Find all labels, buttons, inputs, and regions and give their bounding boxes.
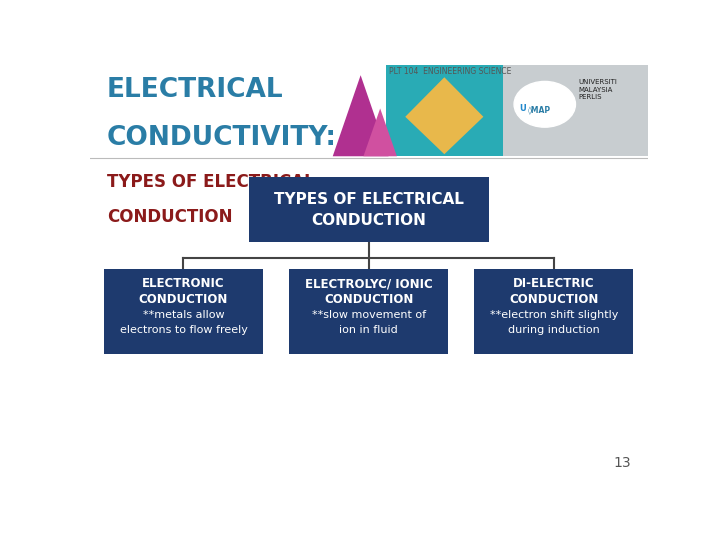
Text: ion in fluid: ion in fluid <box>339 325 398 335</box>
Circle shape <box>514 82 575 127</box>
Text: electrons to flow freely: electrons to flow freely <box>120 325 248 335</box>
FancyBboxPatch shape <box>104 268 263 354</box>
FancyBboxPatch shape <box>289 268 449 354</box>
Text: **electron shift slightly: **electron shift slightly <box>490 310 618 320</box>
FancyBboxPatch shape <box>386 65 503 156</box>
Text: ◊MAP: ◊MAP <box>528 105 551 114</box>
Text: U: U <box>520 104 526 113</box>
Text: ELECTROLYC/ IONIC: ELECTROLYC/ IONIC <box>305 278 433 291</box>
Polygon shape <box>405 77 483 154</box>
Polygon shape <box>364 109 397 156</box>
FancyBboxPatch shape <box>249 177 489 241</box>
Text: CONDUCTION: CONDUCTION <box>139 293 228 306</box>
Text: ELECTRICAL: ELECTRICAL <box>107 77 284 103</box>
Text: 13: 13 <box>613 456 631 470</box>
Text: TYPES OF ELECTRICAL: TYPES OF ELECTRICAL <box>274 192 464 207</box>
Text: CONDUCTION: CONDUCTION <box>509 293 598 306</box>
FancyBboxPatch shape <box>474 268 634 354</box>
Text: TYPES OF ELECTRICAL: TYPES OF ELECTRICAL <box>107 173 315 191</box>
Text: **slow movement of: **slow movement of <box>312 310 426 320</box>
Text: CONDUCTION: CONDUCTION <box>324 293 413 306</box>
Text: UNIVERSITI
MALAYSIA
PERLIS: UNIVERSITI MALAYSIA PERLIS <box>578 79 617 100</box>
Text: during induction: during induction <box>508 325 600 335</box>
Text: PLT 104  ENGINEERING SCIENCE: PLT 104 ENGINEERING SCIENCE <box>389 67 511 76</box>
Polygon shape <box>333 75 389 156</box>
Text: **metals allow: **metals allow <box>143 310 224 320</box>
Text: ELECTRONIC: ELECTRONIC <box>142 278 225 291</box>
Text: CONDUCTION: CONDUCTION <box>312 213 426 228</box>
Text: DI-ELECTRIC: DI-ELECTRIC <box>513 278 595 291</box>
Text: CONDUCTION: CONDUCTION <box>107 208 233 226</box>
FancyBboxPatch shape <box>492 65 648 156</box>
Text: CONDUCTIVITY:: CONDUCTIVITY: <box>107 125 337 151</box>
